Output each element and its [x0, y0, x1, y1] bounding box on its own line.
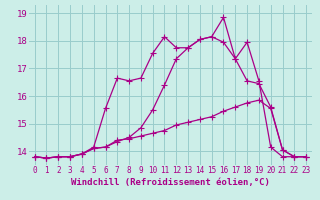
X-axis label: Windchill (Refroidissement éolien,°C): Windchill (Refroidissement éolien,°C): [71, 178, 270, 187]
